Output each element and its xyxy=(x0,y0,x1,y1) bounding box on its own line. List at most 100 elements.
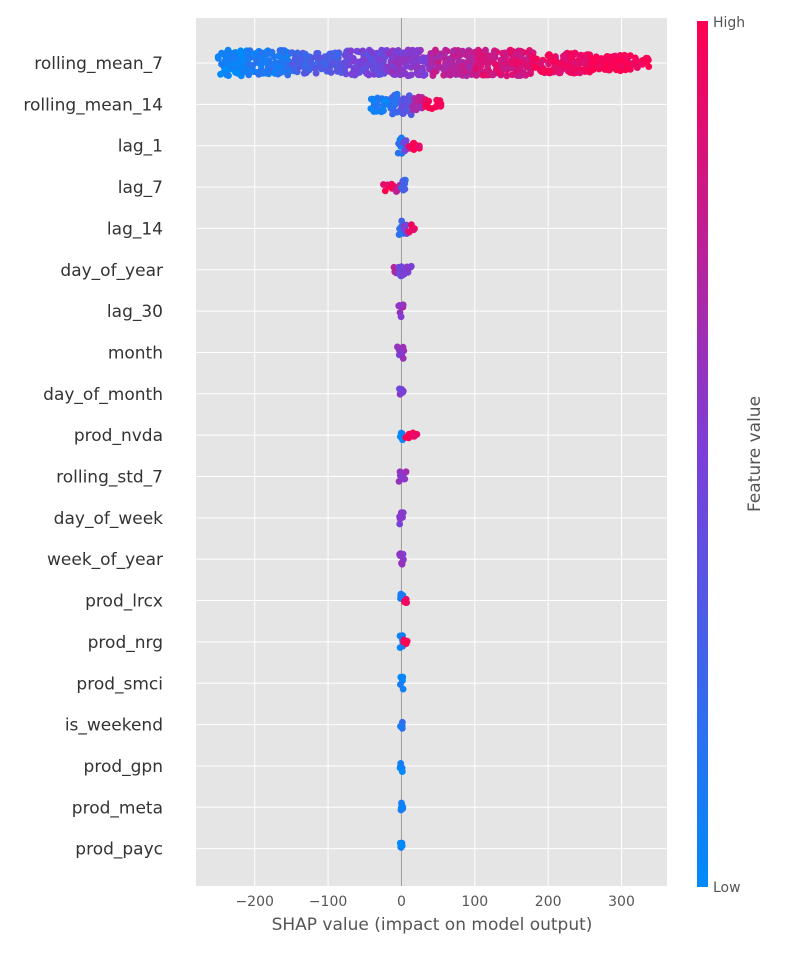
shap-dot xyxy=(255,70,263,78)
x-axis-ticks: −200 −100 0 100 200 300 xyxy=(235,894,634,910)
shap-dot xyxy=(399,177,407,185)
x-tick-label: −100 xyxy=(309,894,347,910)
shap-dot xyxy=(396,349,404,356)
shap-dot xyxy=(402,137,410,145)
shap-dot xyxy=(340,63,347,70)
shap-dot xyxy=(421,58,429,65)
shap-dot xyxy=(370,108,378,115)
colorbar-high-label: High xyxy=(713,15,745,31)
shap-dot xyxy=(345,61,353,69)
shap-dot xyxy=(363,51,371,58)
shap-dot xyxy=(284,71,292,79)
feature-label: rolling_mean_14 xyxy=(23,95,163,115)
x-tick-label: 300 xyxy=(608,894,635,910)
shap-dot xyxy=(567,53,575,61)
shap-dot xyxy=(496,69,504,77)
shap-dot xyxy=(437,102,444,110)
shap-dot xyxy=(407,262,415,270)
shap-dot xyxy=(223,71,231,79)
colorbar xyxy=(697,21,708,887)
shap-dot xyxy=(507,46,514,54)
shap-dot xyxy=(370,97,377,104)
shap-dot xyxy=(589,59,597,67)
shap-dot xyxy=(234,69,242,77)
shap-dot xyxy=(397,313,405,321)
shap-dot xyxy=(398,263,405,270)
shap-dot xyxy=(518,59,526,67)
shap-dot xyxy=(538,67,546,74)
shap-dot xyxy=(231,54,239,62)
shap-dot xyxy=(399,110,407,117)
shap-dot xyxy=(288,49,295,57)
feature-label: lag_7 xyxy=(118,178,163,198)
shap-dot xyxy=(499,49,506,57)
shap-dot xyxy=(302,61,309,69)
feature-label: is_weekend xyxy=(65,716,163,736)
feature-label: day_of_week xyxy=(54,509,163,529)
x-tick-label: 200 xyxy=(535,894,562,910)
shap-dot xyxy=(311,64,318,72)
shap-dot xyxy=(387,103,395,111)
shap-dot xyxy=(476,48,484,56)
shap-dot xyxy=(402,434,410,441)
shap-dot xyxy=(537,58,545,65)
shap-dot xyxy=(431,68,438,76)
shap-dot xyxy=(393,90,401,98)
shap-dot xyxy=(401,185,409,193)
shap-dot xyxy=(225,51,233,58)
shap-dot xyxy=(397,722,404,730)
feature-label: prod_lrcx xyxy=(85,592,163,612)
shap-dot xyxy=(397,433,404,440)
shap-dot xyxy=(434,53,442,61)
shap-dot xyxy=(402,49,410,57)
shap-dot xyxy=(369,66,377,73)
shap-dot xyxy=(410,146,418,154)
shap-dot xyxy=(244,66,252,73)
shap-dot xyxy=(397,760,405,767)
shap-dot xyxy=(479,71,487,79)
shap-dot xyxy=(482,46,489,54)
x-tick-label: 0 xyxy=(397,894,406,910)
grid xyxy=(196,18,667,886)
shap-dot xyxy=(394,343,401,351)
shap-dot xyxy=(328,50,336,58)
shap-dot xyxy=(491,54,499,61)
shap-dot xyxy=(400,225,408,233)
shap-dot xyxy=(280,59,288,67)
shap-dot xyxy=(271,62,279,69)
shap-dot xyxy=(623,55,631,63)
shap-dot xyxy=(396,468,404,476)
shap-dot xyxy=(348,69,356,77)
shap-dot xyxy=(237,47,245,55)
colorbar-title: Feature value xyxy=(745,396,765,512)
shap-dot xyxy=(399,685,407,693)
shap-dot xyxy=(553,67,561,75)
shap-dot xyxy=(291,67,299,75)
shap-dot xyxy=(347,47,355,55)
shap-dot xyxy=(400,556,407,563)
shap-dot xyxy=(249,62,257,69)
shap-dot xyxy=(576,69,584,77)
shap-dot xyxy=(421,71,429,78)
shap-dot xyxy=(312,69,320,77)
shap-dot xyxy=(396,385,403,393)
shap-dot xyxy=(244,54,252,62)
shap-dot xyxy=(397,590,405,598)
shap-dot xyxy=(276,47,284,54)
shap-dot xyxy=(388,68,396,75)
shap-dot xyxy=(398,102,406,110)
shap-dot xyxy=(520,70,528,78)
shap-dot xyxy=(275,52,282,60)
shap-dot xyxy=(400,70,408,77)
shap-dot xyxy=(484,64,492,72)
shap-dot xyxy=(609,55,617,63)
feature-label: day_of_year xyxy=(60,261,163,281)
shap-dot xyxy=(501,65,508,73)
shap-dot xyxy=(589,66,597,73)
shap-dot xyxy=(638,61,646,68)
shap-dot xyxy=(396,520,404,528)
shap-dot xyxy=(357,59,365,67)
shap-dot xyxy=(399,354,407,362)
shap-dot xyxy=(561,61,569,69)
